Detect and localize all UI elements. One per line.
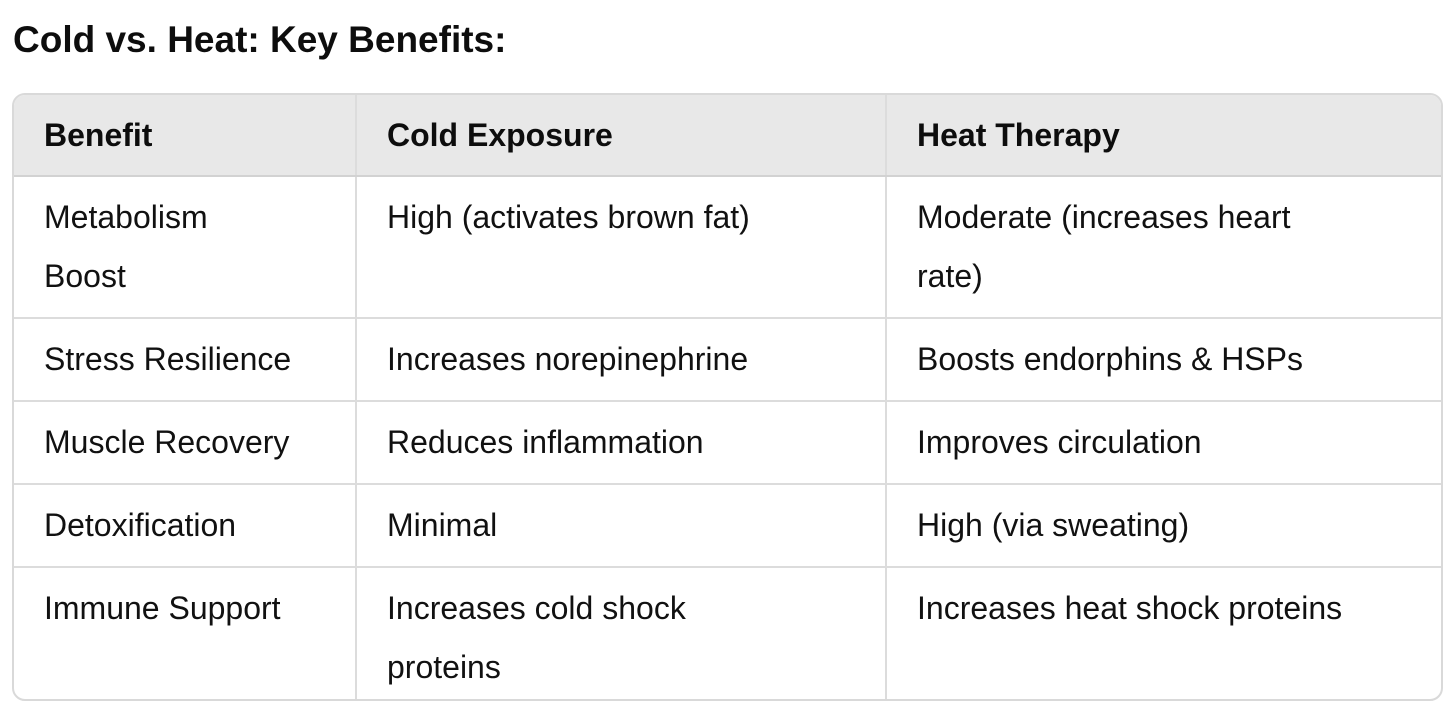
- cell-heat-therapy: Boosts endorphins & HSPs: [885, 317, 1441, 401]
- table-header: Benefit Cold Exposure Heat Therapy: [14, 95, 1441, 177]
- cell-cold-exposure: Minimal: [355, 483, 886, 567]
- section-heading: Cold vs. Heat: Key Benefits:: [13, 19, 507, 60]
- cell-heat-therapy: Improves circulation: [885, 400, 1441, 484]
- cell-benefit: Detoxification: [14, 483, 356, 567]
- benefits-table: Benefit Cold Exposure Heat Therapy Metab…: [14, 95, 1441, 699]
- cell-heat-therapy: High (via sweating): [885, 483, 1441, 567]
- table-header-row: Benefit Cold Exposure Heat Therapy: [14, 95, 1441, 177]
- benefits-table-container: Benefit Cold Exposure Heat Therapy Metab…: [12, 93, 1443, 701]
- table-row: Immune Support Increases cold shock prot…: [14, 566, 1441, 699]
- table-row: Muscle Recovery Reduces inflammation Imp…: [14, 400, 1441, 484]
- cell-benefit: Stress Resilience: [14, 317, 356, 401]
- column-header-heat-therapy: Heat Therapy: [885, 95, 1441, 177]
- column-header-cold-exposure: Cold Exposure: [355, 95, 886, 177]
- cell-cold-exposure: Increases norepinephrine: [355, 317, 886, 401]
- table-row: Metabolism Boost High (activates brown f…: [14, 176, 1441, 318]
- cell-benefit: Metabolism Boost: [44, 199, 208, 294]
- column-header-benefit: Benefit: [14, 95, 356, 177]
- cell-heat-therapy: Moderate (increases heart rate): [885, 176, 1441, 318]
- table-body: Metabolism Boost High (activates brown f…: [14, 176, 1441, 699]
- cell-cold-exposure: Reduces inflammation: [355, 400, 886, 484]
- cell-benefit: Muscle Recovery: [14, 400, 356, 484]
- cell-cold-exposure: High (activates brown fat): [355, 176, 886, 318]
- cell-benefit: Immune Support: [14, 566, 356, 699]
- table-row: Stress Resilience Increases norepinephri…: [14, 317, 1441, 401]
- table-row: Detoxification Minimal High (via sweatin…: [14, 483, 1441, 567]
- cell-cold-exposure: Increases cold shock proteins: [355, 566, 886, 699]
- cell-heat-therapy: Increases heat shock proteins: [885, 566, 1441, 699]
